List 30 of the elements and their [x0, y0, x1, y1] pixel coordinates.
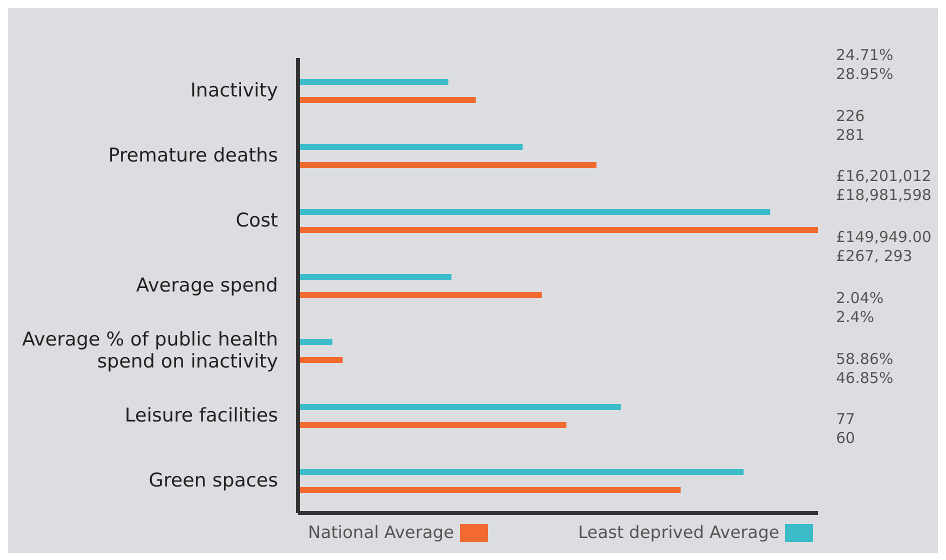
- bar: [298, 79, 448, 85]
- text: £16,201,012 £18,981,598: [836, 167, 932, 206]
- bar: [298, 339, 332, 345]
- text: 58.86% 46.85%: [836, 350, 894, 388]
- bar: [298, 162, 596, 168]
- bar: [298, 487, 681, 493]
- text: 226 281: [836, 106, 865, 145]
- bar: [298, 97, 476, 103]
- text: 77 60: [836, 410, 856, 448]
- bar: [298, 292, 542, 298]
- y-tick-label: Average % of public health spend on inactivity: [22, 328, 278, 372]
- bar: [298, 227, 818, 233]
- bar: [298, 274, 452, 280]
- y-tick-label: Average spend: [136, 274, 278, 296]
- y-tick-label: Inactivity: [190, 80, 278, 102]
- bar: [298, 144, 523, 150]
- legend-label: Least deprived Average: [578, 523, 780, 543]
- y-tick-label: Leisure facilities: [124, 404, 278, 426]
- bar: [298, 422, 566, 428]
- y-tick-label: Premature deaths: [108, 144, 278, 166]
- y-tick-label: Cost: [236, 210, 278, 232]
- bar: [298, 209, 770, 215]
- bar: [298, 469, 744, 475]
- bar: [298, 357, 343, 363]
- y-tick-label: Green spaces: [148, 470, 278, 492]
- legend-label: National Average: [308, 523, 456, 543]
- text: £149,949.00 £267, 293: [836, 228, 932, 266]
- text: 2.04% 2.4%: [836, 288, 884, 327]
- text: 24.71% 28.95%: [836, 46, 894, 84]
- bar: [298, 404, 621, 410]
